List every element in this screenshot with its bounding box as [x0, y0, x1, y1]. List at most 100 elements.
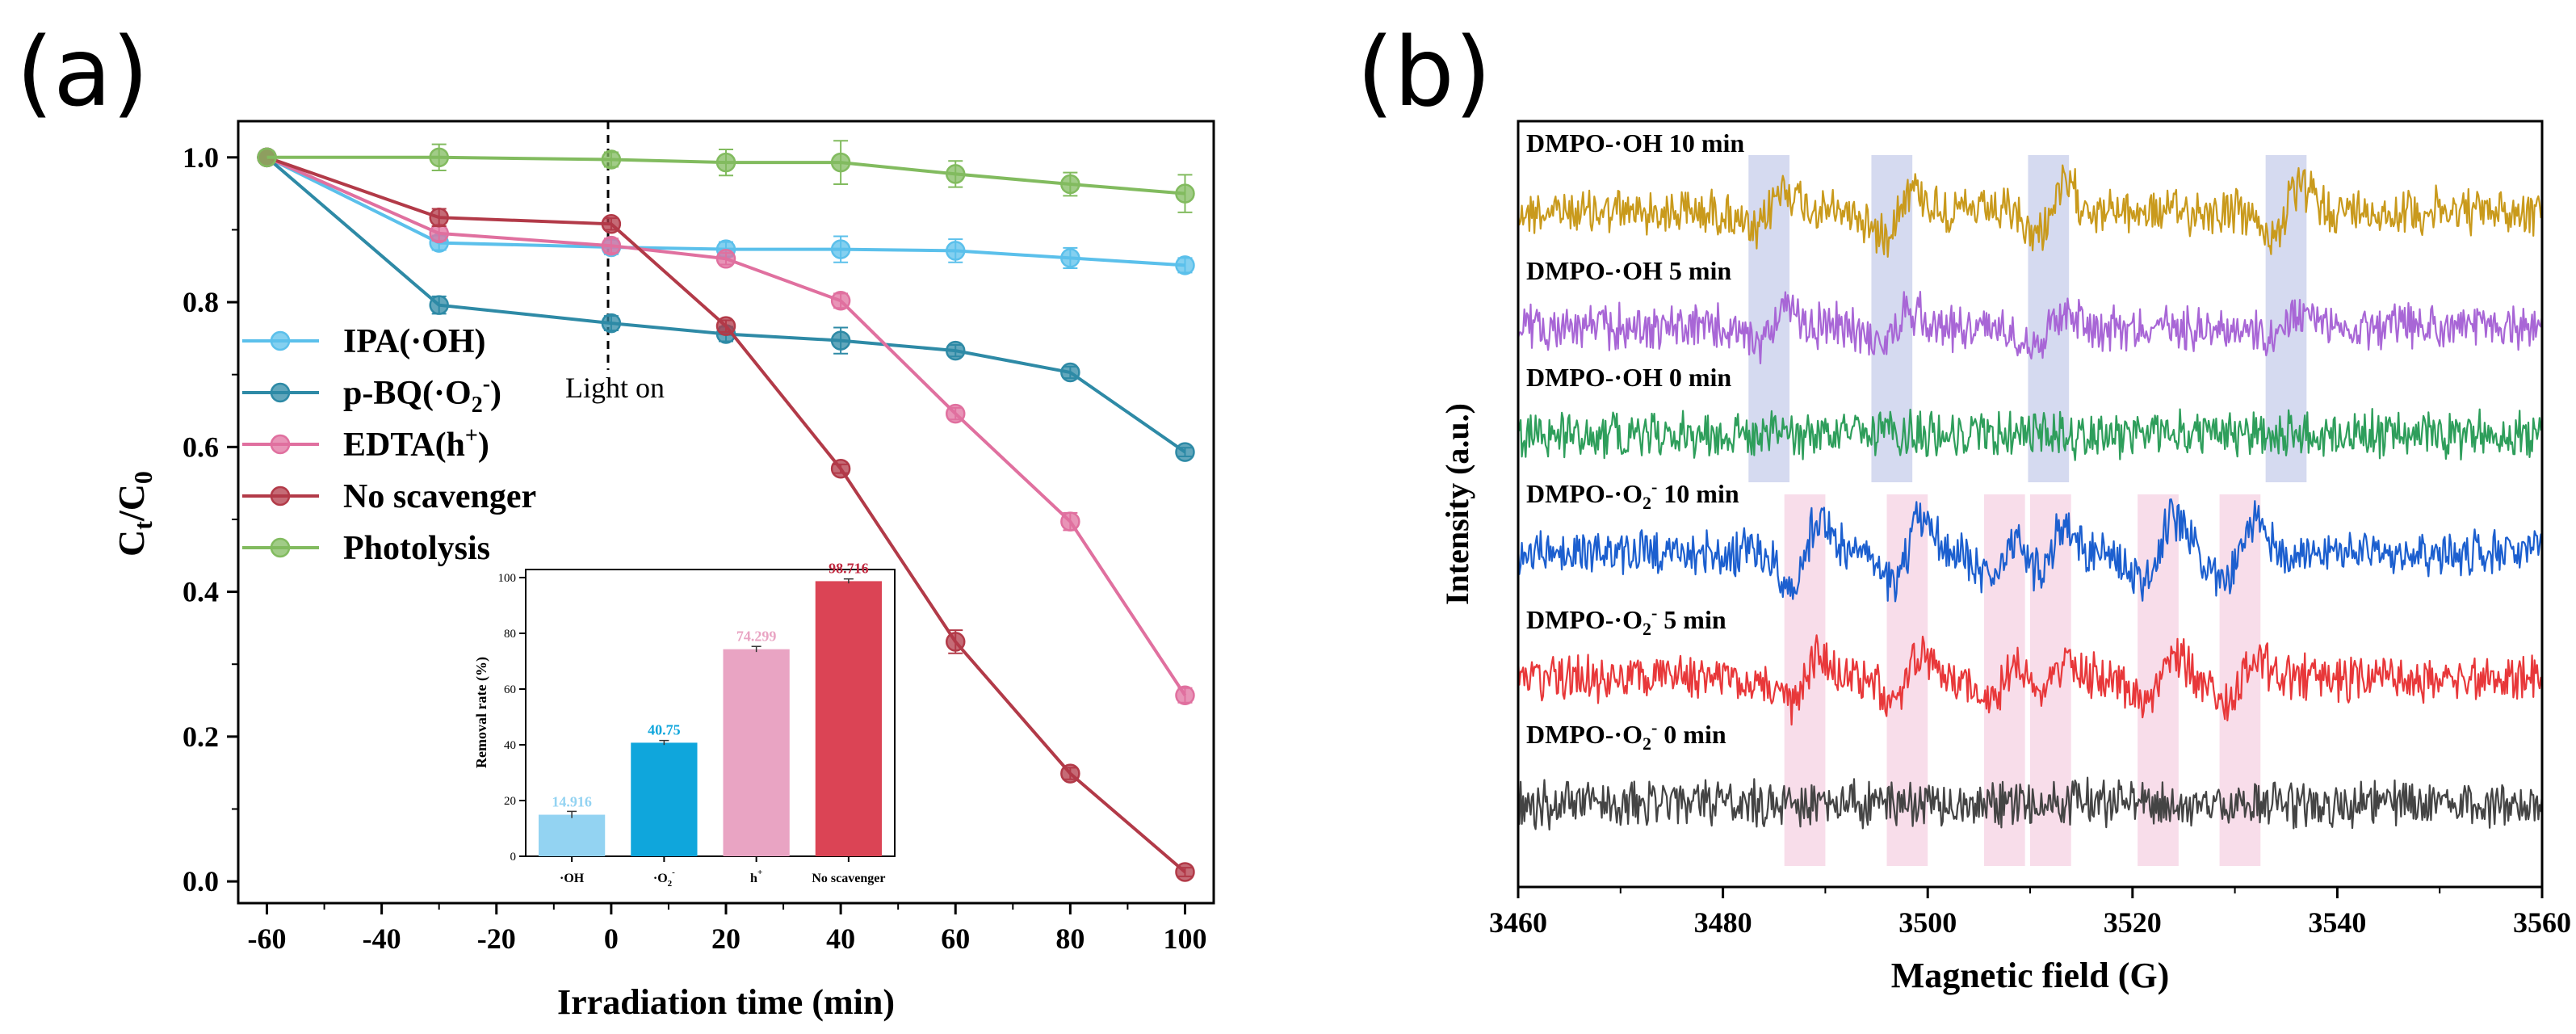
series-line: [266, 156, 1185, 267]
inset-category-text: h: [750, 872, 757, 885]
trace-label-superscript: -: [1651, 603, 1657, 623]
data-point: [1175, 183, 1195, 204]
legend-text: No scavenger: [343, 478, 536, 515]
trace-label-subscript: 2: [1643, 733, 1651, 754]
y-label-slash: /C: [111, 484, 152, 522]
inset-category-label: ·OH: [560, 872, 585, 885]
b-x-tick-label: 3540: [2308, 906, 2366, 939]
legend-text: EDTA(h: [343, 427, 465, 464]
inset-bar: [631, 742, 698, 856]
legend-text: IPA(·OH): [343, 323, 486, 360]
panel-a-x-axis-label: Irradiation time (min): [557, 982, 895, 1022]
data-point: [1175, 442, 1195, 462]
epr-trace: [1517, 634, 2544, 726]
series-line: [266, 156, 1186, 454]
trace-label-subscript: 2: [1643, 619, 1651, 639]
trace-label-text: DMPO-·OH 10 min: [1526, 128, 1744, 158]
light-on-annotation: Light on: [565, 372, 665, 404]
data-point: [715, 316, 736, 336]
inset-y-tick-label: 40: [504, 739, 516, 752]
data-point: [429, 147, 449, 168]
trace-label-text: DMPO-·OH 5 min: [1526, 256, 1731, 285]
legend-text: p-BQ(·O: [343, 375, 472, 412]
legend-label: No scavenger: [343, 478, 536, 515]
inset-value-label: 40.75: [648, 721, 681, 738]
y-tick-label: 0.0: [183, 865, 219, 897]
data-point: [601, 235, 622, 256]
panel-b-x-axis-label: Magnetic field (G): [1891, 956, 2170, 995]
inset-y-tick-label: 60: [504, 683, 516, 696]
data-point: [945, 164, 966, 184]
series-line: [266, 155, 1186, 874]
legend-item: EDTA(h+): [242, 423, 489, 464]
inset-bar: [815, 581, 883, 856]
panel-a-plot: Light on -60 -40 -20 0 20 40 60 80 100 0.00.20.4…: [183, 120, 1215, 955]
inset-category-superscript: -: [672, 868, 675, 877]
inset-category-label: ·O2 -: [653, 868, 675, 889]
data-point: [1175, 685, 1195, 706]
trace-label-tail: 0 min: [1657, 720, 1726, 749]
legend-marker: [270, 434, 291, 455]
trace-label-text: DMPO-·O: [1526, 720, 1643, 749]
epr-trace: [1517, 408, 2544, 461]
legend-marker: [270, 382, 291, 403]
panel-b-traces: [1517, 164, 2544, 831]
panel-a-series: [257, 140, 1195, 882]
epr-trace: [1517, 291, 2544, 364]
y-tick-label: 0.6: [183, 431, 219, 463]
inset-category-label: h+: [750, 868, 762, 885]
trace-label: DMPO-·OH 5 min: [1526, 256, 1731, 285]
data-point: [601, 149, 622, 170]
series-line: [266, 155, 1187, 696]
x-tick-label: 80: [1055, 923, 1085, 955]
trace-label-subscript: 2: [1643, 493, 1651, 513]
series-photolysis: [257, 140, 1195, 213]
legend-marker: [270, 537, 291, 558]
inset-category-text: No scavenger: [812, 872, 885, 885]
inset-category-superscript: +: [757, 868, 762, 877]
data-point: [257, 147, 277, 168]
data-point: [601, 313, 622, 334]
legend-marker: [270, 485, 291, 506]
epr-trace: [1517, 498, 2544, 603]
trace-label-tail: 10 min: [1657, 479, 1739, 508]
inset-value-label: 14.916: [552, 794, 592, 810]
b-x-tick-label: 3560: [2513, 906, 2571, 939]
inset-value-label: 98.716: [829, 560, 869, 576]
trace-label-text: DMPO-·O: [1526, 479, 1643, 508]
trace-label: DMPO-·OH 0 min: [1526, 363, 1731, 392]
data-point: [715, 152, 736, 173]
legend-superscript: +: [465, 423, 478, 448]
trace-label: DMPO-·OH 10 min: [1526, 128, 1744, 158]
data-point: [945, 241, 966, 261]
data-point: [1060, 362, 1080, 383]
panel-a-label: (a): [16, 16, 149, 128]
data-point: [715, 249, 736, 269]
x-tick-label: -20: [477, 923, 516, 955]
b-x-tick-label: 3520: [2104, 906, 2162, 939]
legend-label: Photolysis: [343, 530, 490, 567]
legend-label: IPA(·OH): [343, 323, 486, 360]
inset-y-axis-label: Removal rate (%): [473, 657, 490, 768]
data-point: [1060, 174, 1080, 195]
inset-bar: [538, 814, 606, 856]
legend-item: No scavenger: [242, 478, 536, 515]
epr-trace: [1517, 164, 2544, 258]
inset-bar: [723, 649, 790, 856]
panel-a-y-ticks: 0.0 0.2 0.4 0.6 0.8 1.0: [183, 141, 238, 897]
legend-superscript: -: [483, 372, 490, 397]
inset-category-subscript: 2: [668, 879, 673, 889]
panel-b-highlight-bands: [1748, 155, 2307, 866]
data-point: [830, 239, 851, 259]
legend-label: EDTA(h+): [343, 423, 489, 464]
b-x-tick-label: 3480: [1694, 906, 1752, 939]
data-point: [830, 330, 851, 351]
inset-y-tick-label: 100: [498, 572, 517, 585]
legend-subscript: 2: [472, 393, 483, 418]
epr-trace: [1517, 776, 2544, 831]
series-p-bq-o2-: [257, 147, 1195, 462]
legend-item: Photolysis: [242, 530, 490, 567]
y-tick-label: 0.8: [183, 286, 219, 318]
legend-item: IPA(·OH): [242, 323, 486, 360]
